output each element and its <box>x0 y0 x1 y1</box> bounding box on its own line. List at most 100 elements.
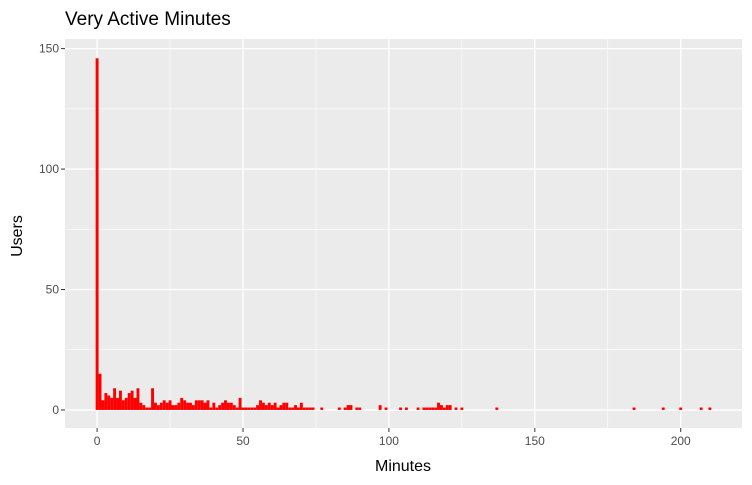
bar <box>384 407 388 410</box>
bar <box>171 405 175 410</box>
bar <box>200 400 204 410</box>
bar <box>346 405 350 410</box>
bar <box>159 402 163 410</box>
bar <box>154 402 157 410</box>
bar <box>434 407 438 410</box>
y-axis-title: Users <box>9 215 26 257</box>
bar <box>311 407 315 410</box>
bar <box>156 405 160 410</box>
bar <box>404 407 408 410</box>
bar <box>142 405 146 410</box>
bar <box>302 407 306 410</box>
bar <box>226 402 230 410</box>
bar <box>133 397 137 410</box>
bar <box>177 402 181 410</box>
bar <box>212 402 216 410</box>
bar <box>244 407 248 410</box>
bar <box>168 400 172 410</box>
bar <box>279 405 283 410</box>
bar <box>180 397 184 410</box>
bar <box>337 407 341 410</box>
bar <box>215 407 219 410</box>
x-tick-label: 200 <box>671 434 691 448</box>
bar <box>349 405 353 410</box>
bar <box>209 407 213 410</box>
bar <box>235 407 239 410</box>
bar <box>139 402 143 410</box>
major-gridlines <box>65 39 742 428</box>
bar <box>460 407 464 410</box>
bar <box>288 407 292 410</box>
bar <box>320 407 324 410</box>
bar <box>632 407 636 410</box>
bar <box>221 402 225 410</box>
bar <box>448 405 452 410</box>
bar <box>454 407 458 410</box>
bar <box>296 407 300 410</box>
y-tick-label: 50 <box>46 283 60 297</box>
bar <box>165 402 169 410</box>
bar <box>189 402 192 410</box>
bar <box>224 400 227 410</box>
bar <box>256 405 260 410</box>
bar <box>183 400 187 410</box>
chart-title: Very Active Minutes <box>65 9 231 30</box>
y-axis: 0 50 100 150 <box>39 42 65 417</box>
bar <box>273 402 277 410</box>
bar <box>127 393 131 410</box>
minor-gridlines <box>65 39 742 428</box>
bar <box>95 58 99 410</box>
bar <box>378 405 382 410</box>
bar <box>399 407 403 410</box>
bar <box>118 390 122 410</box>
bar <box>174 405 178 410</box>
bars <box>95 58 712 410</box>
bar <box>259 400 262 410</box>
bar <box>104 393 108 410</box>
bar <box>343 407 347 410</box>
bar <box>238 397 242 410</box>
bar <box>261 402 265 410</box>
bar <box>130 390 134 410</box>
y-tick-label: 0 <box>52 403 59 417</box>
bar <box>101 400 105 410</box>
bar <box>186 402 190 410</box>
bar <box>270 405 274 410</box>
bar <box>355 407 359 410</box>
bar <box>136 388 140 410</box>
bar <box>305 407 309 410</box>
bar <box>253 407 257 410</box>
bar <box>442 407 446 410</box>
bar <box>495 407 499 410</box>
bar <box>107 395 111 410</box>
bar <box>294 405 297 410</box>
bar <box>250 407 254 410</box>
bar <box>121 400 125 410</box>
y-tick-label: 100 <box>39 162 59 176</box>
bar <box>148 407 152 410</box>
bar <box>264 405 268 410</box>
bar <box>439 405 443 410</box>
bar <box>291 407 295 410</box>
bar <box>679 407 683 410</box>
bar <box>308 407 312 410</box>
bar <box>229 402 233 410</box>
bar <box>416 407 420 410</box>
bar <box>708 407 712 410</box>
bar <box>110 397 114 410</box>
bar <box>282 402 286 410</box>
bar <box>232 405 236 410</box>
bar <box>661 407 665 410</box>
bar <box>206 400 210 410</box>
plot-panel <box>65 39 742 428</box>
x-tick-label: 150 <box>525 434 545 448</box>
x-tick-label: 100 <box>379 434 399 448</box>
bar <box>162 400 166 410</box>
bar <box>428 407 432 410</box>
bar <box>98 373 102 410</box>
bar <box>116 397 119 410</box>
bar <box>124 397 128 410</box>
bar <box>113 388 117 410</box>
bar <box>197 400 201 410</box>
